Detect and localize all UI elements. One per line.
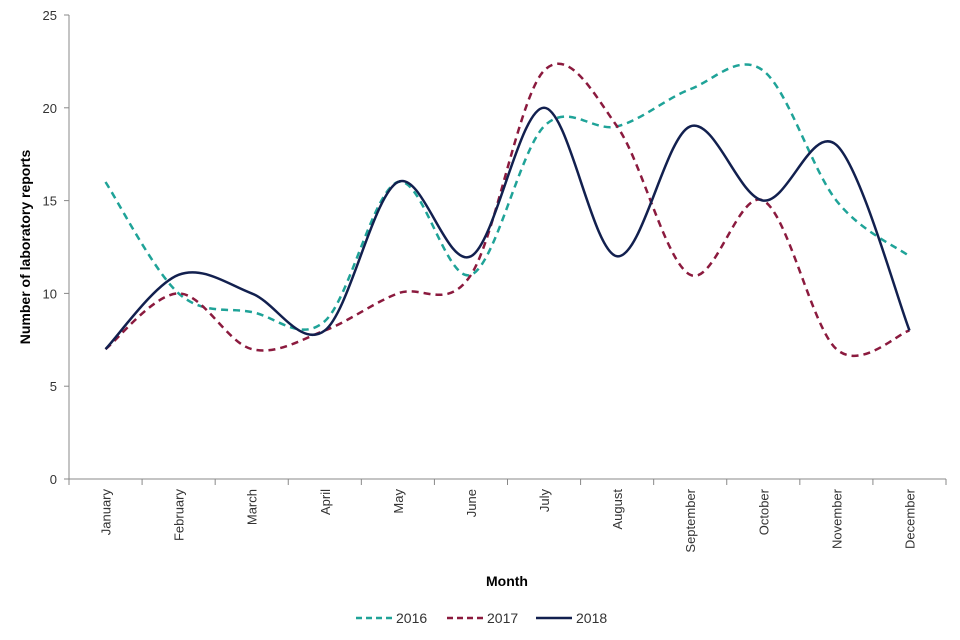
x-tick-label: April: [318, 489, 333, 515]
y-tick-label: 25: [43, 8, 57, 23]
x-tick-label: January: [99, 489, 114, 536]
y-ticks: 0 5 10 15 20 25: [43, 8, 69, 487]
x-tick-label: December: [902, 488, 917, 549]
legend-label-2016: 2016: [396, 610, 427, 626]
x-tick-label: August: [610, 489, 625, 530]
x-tick-label: May: [391, 489, 406, 514]
series-line-2016: [104, 63, 911, 331]
x-axis-title: Month: [486, 573, 528, 589]
x-tick-label: October: [756, 488, 771, 535]
x-tick-label: November: [829, 488, 844, 549]
x-ticks: January February March April May June July Augu…: [68, 479, 947, 553]
legend: 2016 2017 2018: [356, 610, 607, 626]
x-tick-label: June: [464, 489, 479, 517]
x-tick-label: September: [683, 488, 698, 552]
x-tick-label: July: [537, 489, 552, 513]
series-lines: [104, 62, 911, 358]
legend-label-2017: 2017: [487, 610, 518, 626]
legend-label-2018: 2018: [576, 610, 607, 626]
y-tick-label: 5: [50, 379, 57, 394]
x-tick-label: March: [245, 489, 260, 525]
y-axis-title: Number of laboratory reports: [17, 150, 33, 345]
y-tick-label: 15: [43, 194, 57, 209]
x-tick-label: February: [172, 489, 187, 542]
series-line-2018: [104, 106, 911, 350]
y-tick-label: 20: [43, 101, 57, 116]
y-tick-label: 0: [50, 472, 57, 487]
y-tick-label: 10: [43, 286, 57, 301]
